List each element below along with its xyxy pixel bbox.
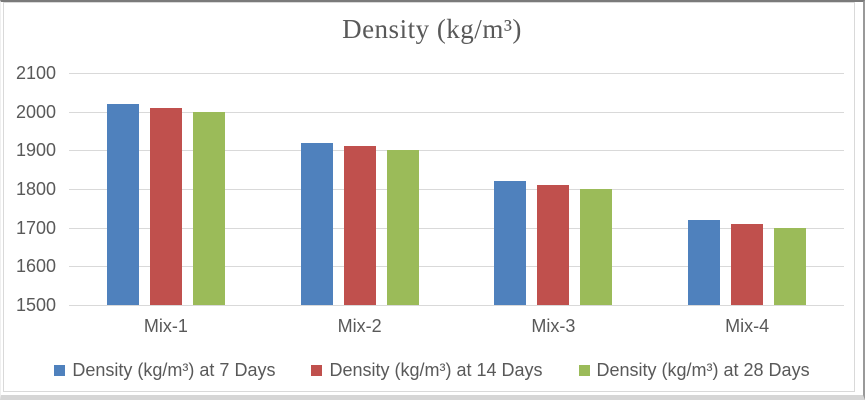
legend-swatch-3: [578, 364, 590, 376]
bar-group-mix-3: [457, 73, 651, 305]
y-tick-label-2000: 2000: [15, 101, 56, 122]
bar-mix-4-series-3: [774, 227, 807, 305]
x-tick-label-mix-3: Mix-3: [531, 316, 576, 336]
legend-swatch-1: [54, 364, 66, 376]
bar-mix-3-series-2: [537, 185, 570, 305]
y-tick-label-1500: 1500: [15, 295, 56, 315]
bar-mix-4-series-2: [731, 223, 764, 305]
x-tick-label-mix-4: Mix-4: [725, 316, 770, 336]
bar-mix-3-series-3: [580, 189, 613, 305]
gridline-1800: [69, 189, 844, 190]
legend-label-2: Density (kg/m³) at 14 Days: [329, 359, 543, 380]
legend-item-1: Density (kg/m³) at 7 Days: [54, 360, 275, 381]
x-tick-label-mix-1: Mix-1: [143, 316, 188, 336]
gridline-1900: [69, 150, 844, 152]
y-tick-label-1900: 1900: [15, 140, 56, 161]
gridline-2100: [69, 73, 844, 74]
legend: Density (kg/m³) at 7 Days Density (kg/m³)…: [1, 357, 863, 383]
legend-swatch-2: [311, 364, 323, 376]
bar-mix-4-series-1: [688, 219, 721, 305]
legend-label-3: Density (kg/m³) at 28 Days: [596, 359, 810, 380]
bar-group-mix-1: [69, 73, 263, 305]
bar-group-mix-4: [650, 73, 844, 305]
gridline-1700: [69, 227, 844, 229]
plot-area: [69, 73, 844, 306]
bar-mix-2-series-3: [386, 150, 419, 305]
legend-item-3: Density (kg/m³) at 28 Days: [578, 359, 810, 381]
bar-mix-2-series-2: [343, 146, 376, 305]
y-tick-label-1600: 1600: [15, 256, 56, 277]
y-tick-label-1700: 1700: [15, 217, 56, 238]
gridline-1600: [69, 266, 844, 268]
gridline-2000: [69, 111, 844, 113]
bar-mix-1-series-2: [149, 107, 182, 305]
y-axis-labels: 2100 2000 1900 1800 1700 1600 1500: [1, 63, 56, 315]
bar-mix-2-series-1: [300, 142, 333, 305]
bar-mix-1-series-1: [106, 103, 139, 305]
bar-mix-3-series-1: [494, 181, 527, 305]
x-tick-label-mix-2: Mix-2: [337, 316, 382, 336]
legend-item-2: Density (kg/m³) at 14 Days: [311, 359, 543, 381]
y-tick-label-2100: 2100: [15, 63, 56, 83]
chart-title: Density (kg/m³): [342, 14, 522, 44]
legend-label-1: Density (kg/m³) at 7 Days: [72, 359, 276, 380]
y-tick-label-1800: 1800: [15, 179, 56, 199]
bar-mix-1-series-3: [192, 111, 225, 305]
bar-group-mix-2: [263, 73, 457, 305]
bar-groups: [69, 73, 844, 305]
x-axis-labels: Mix-1 Mix-2 Mix-3 Mix-4: [69, 315, 844, 337]
